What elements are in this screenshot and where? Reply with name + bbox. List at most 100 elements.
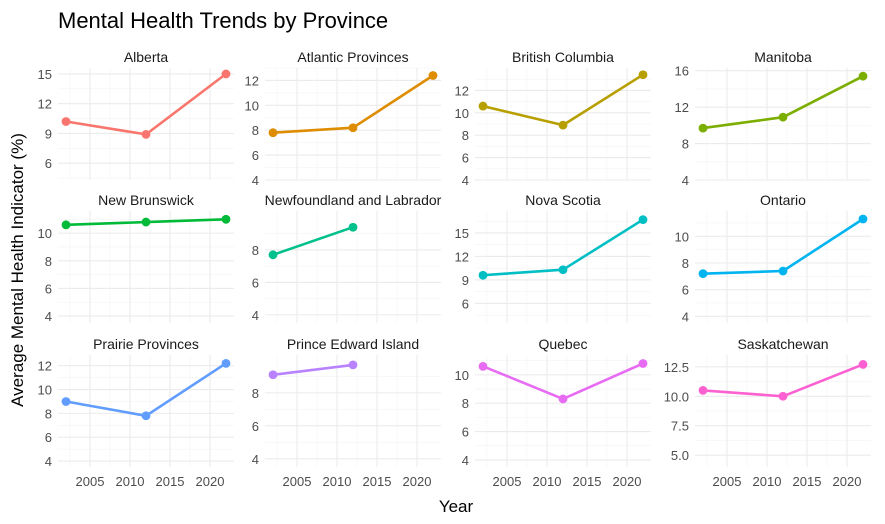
y-tick-label: 4 (252, 452, 259, 467)
y-tick-label: 6 (462, 296, 469, 311)
data-point (268, 250, 278, 260)
y-tick-label: 4 (682, 173, 689, 188)
y-tick-label: 4 (45, 309, 52, 324)
y-tick-label: 4 (45, 454, 52, 469)
data-point (348, 222, 358, 232)
y-axis-title: Average Mental Health Indicator (%) (8, 133, 27, 407)
x-tick-label: 2010 (533, 474, 562, 489)
facet-label: Saskatchewan (737, 336, 828, 352)
data-point (348, 123, 358, 133)
data-point (61, 397, 71, 406)
y-tick-label: 7.5 (671, 419, 689, 434)
facet-label: Quebec (538, 336, 587, 352)
y-tick-label: 4 (252, 173, 259, 188)
data-point (638, 70, 648, 80)
x-tick-label: 2020 (196, 474, 225, 489)
y-tick-label: 6 (45, 156, 52, 171)
facet-label: British Columbia (512, 49, 614, 65)
facet-panel: Prince Edward Island 4 6 8 2005 2010 2015 2020 (252, 336, 441, 489)
y-tick-label: 8 (45, 406, 52, 421)
data-point (638, 359, 648, 368)
facet-label: Alberta (124, 49, 169, 65)
data-point (558, 120, 568, 130)
x-tick-label: 2020 (403, 474, 432, 489)
x-tick-label: 2010 (323, 474, 352, 489)
y-tick-label: 4 (682, 309, 689, 324)
y-tick-label: 6 (45, 281, 52, 296)
y-tick-label: 6 (252, 148, 259, 163)
facet-panel: Saskatchewan 5.0 7.5 10.0 12.5 2005 2010 2015 20… (664, 336, 871, 489)
chart-title: Mental Health Trends by Province (58, 8, 388, 33)
facet-label: Ontario (760, 192, 806, 208)
y-tick-label: 10 (38, 383, 52, 398)
y-tick-label: 8 (462, 128, 469, 143)
y-tick-label: 12 (38, 97, 52, 112)
y-tick-label: 9 (45, 126, 52, 141)
data-point (61, 220, 71, 230)
data-point (698, 123, 708, 133)
facet-label: Prairie Provinces (93, 336, 199, 352)
x-tick-label: 2005 (283, 474, 312, 489)
y-tick-label: 10 (245, 98, 259, 113)
y-tick-label: 8 (682, 137, 689, 152)
y-tick-label: 5.0 (671, 448, 689, 463)
data-point (478, 101, 488, 111)
y-tick-label: 10 (455, 368, 469, 383)
data-point (478, 270, 488, 280)
data-point (558, 394, 568, 404)
facet-label: Newfoundland and Labrador (265, 192, 442, 208)
y-tick-label: 12 (675, 100, 689, 115)
x-axis-title: Year (439, 497, 474, 516)
facet-panel: Nova Scotia 6 9 12 15 (455, 192, 651, 323)
y-tick-label: 12 (245, 73, 259, 88)
x-tick-label: 2015 (793, 474, 822, 489)
facet-panel: Newfoundland and Labrador 4 6 8 (252, 192, 442, 323)
data-point (638, 215, 648, 225)
facet-label: Atlantic Provinces (297, 49, 408, 65)
y-tick-label: 4 (462, 173, 469, 188)
data-point (348, 360, 358, 370)
y-tick-label: 6 (45, 430, 52, 445)
data-point (221, 69, 231, 79)
x-tick-label: 2005 (493, 474, 522, 489)
series-line (272, 225, 354, 257)
data-point (778, 112, 788, 122)
data-point (858, 71, 868, 81)
y-tick-label: 4 (462, 453, 469, 468)
facet-panel: Atlantic Provinces 4 6 8 10 12 (245, 49, 441, 188)
y-tick-label: 8 (252, 243, 259, 258)
y-tick-label: 10.0 (664, 389, 689, 404)
y-tick-label: 6 (252, 275, 259, 290)
data-point (858, 214, 868, 224)
x-tick-label: 2005 (76, 474, 105, 489)
data-point (268, 128, 278, 138)
data-point (478, 361, 488, 371)
data-point (141, 130, 151, 139)
y-tick-label: 4 (252, 308, 259, 323)
y-tick-label: 12 (38, 359, 52, 374)
data-point (558, 265, 568, 275)
facet-panel: British Columbia 4 6 8 10 12 (455, 49, 651, 188)
y-tick-label: 6 (682, 283, 689, 298)
data-point (698, 269, 708, 279)
facet-label: Prince Edward Island (287, 336, 419, 352)
y-tick-label: 8 (462, 396, 469, 411)
data-point (698, 385, 708, 395)
x-tick-label: 2020 (833, 474, 862, 489)
facet-label: New Brunswick (98, 192, 195, 208)
y-tick-label: 10 (455, 106, 469, 121)
data-point (221, 214, 231, 224)
x-tick-label: 2020 (613, 474, 642, 489)
x-tick-label: 2010 (753, 474, 782, 489)
data-point (221, 358, 231, 368)
facet-panel: Quebec 4 6 8 10 2005 2010 2015 2020 (455, 336, 651, 489)
y-tick-label: 9 (462, 273, 469, 288)
x-tick-label: 2010 (116, 474, 145, 489)
y-tick-label: 8 (682, 256, 689, 271)
facet-label: Nova Scotia (525, 192, 601, 208)
y-tick-label: 12.5 (664, 360, 689, 375)
x-tick-label: 2015 (156, 474, 185, 489)
facet-panel: Ontario 4 6 8 10 (675, 192, 871, 324)
data-point (778, 391, 788, 401)
